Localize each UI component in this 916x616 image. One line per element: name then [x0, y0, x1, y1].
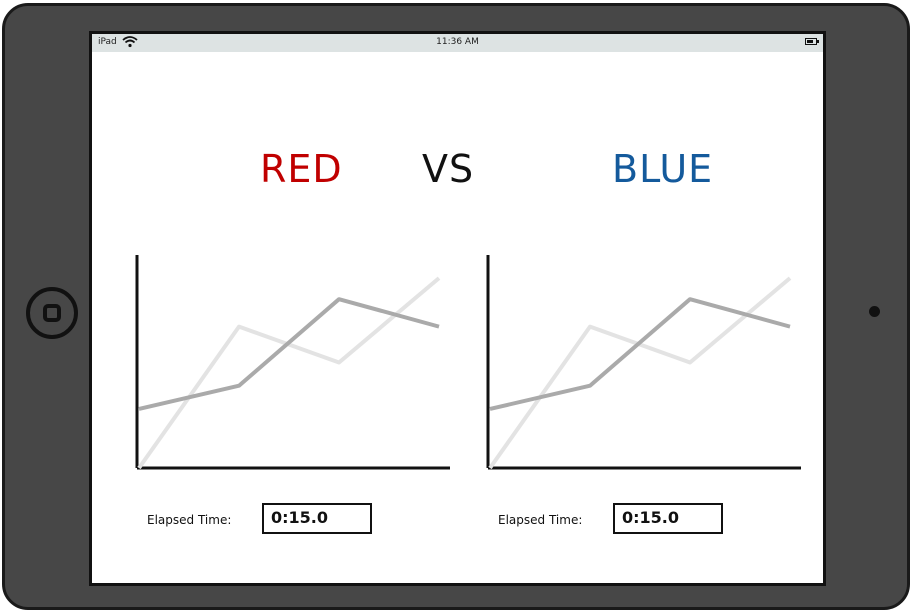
- status-time: 11:36 AM: [436, 37, 479, 47]
- series-1-line: [489, 297, 791, 411]
- series-0-line: [137, 276, 441, 470]
- status-bar: iPad 11:36 AM: [92, 34, 823, 52]
- red-elapsed-label: Elapsed Time:: [147, 513, 232, 527]
- series-1-line: [138, 297, 440, 411]
- battery-icon: [805, 38, 819, 45]
- blue-elapsed-label: Elapsed Time:: [498, 513, 583, 527]
- blue-team-title: BLUE: [612, 147, 714, 191]
- red-elapsed-time-field[interactable]: 0:15.0: [262, 503, 372, 534]
- home-button[interactable]: [26, 287, 78, 339]
- red-line-chart: [135, 255, 450, 470]
- carrier-label: iPad: [98, 37, 117, 47]
- screen: iPad 11:36 AM RED VS BLUE Elapsed Time: …: [89, 31, 826, 586]
- home-square-icon: [43, 304, 61, 322]
- wifi-icon: [122, 36, 138, 51]
- camera-icon: [869, 306, 880, 317]
- blue-line-chart: [486, 255, 801, 470]
- blue-elapsed-time-field[interactable]: 0:15.0: [613, 503, 723, 534]
- series-0-line: [488, 276, 792, 470]
- red-team-title: RED: [260, 147, 343, 191]
- vs-title: VS: [422, 147, 475, 191]
